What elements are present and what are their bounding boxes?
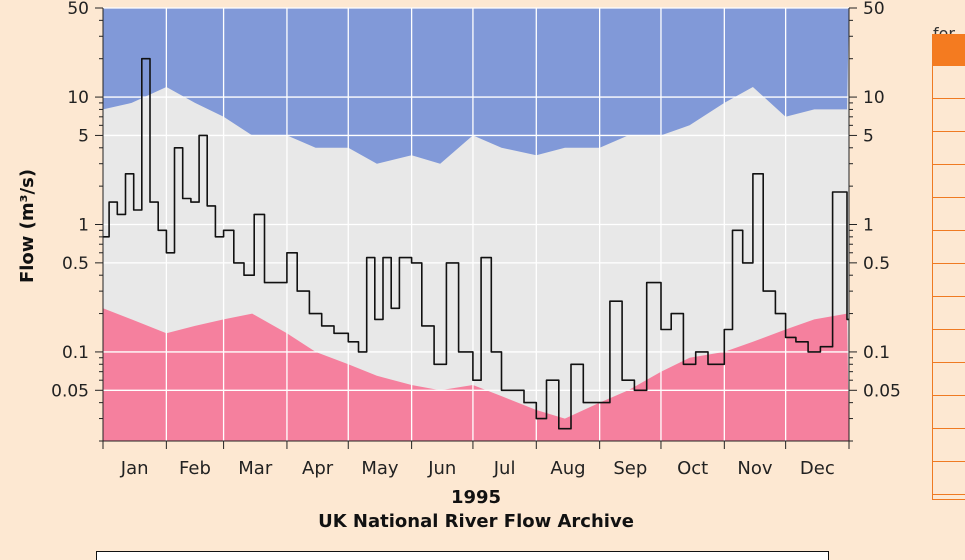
axes: 50 50 10 10 5 5 1 1 0.5 0.5 0.1 0.1 0.05 0.05 Jan Feb Ma… (51, 0, 901, 479)
min-flow-band (103, 308, 849, 441)
y-tick-label-right: 1 (863, 216, 874, 236)
side-table-row (933, 165, 965, 198)
y-tick-label-right: 0.1 (863, 343, 890, 363)
x-tick-label: Sep (613, 458, 647, 479)
y-tick-label-right: 0.05 (863, 381, 901, 401)
x-axis-title: 1995 (451, 487, 501, 508)
y-tick-label-left: 50 (67, 0, 89, 19)
side-table-row (933, 66, 965, 99)
y-tick-label-left: 1 (78, 216, 89, 236)
chart-subtitle: UK National River Flow Archive (318, 511, 634, 532)
side-table-header (933, 34, 965, 66)
side-table-row (933, 198, 965, 231)
side-table-row (933, 396, 965, 429)
side-table-row (933, 363, 965, 396)
side-table-row (933, 297, 965, 330)
side-table-row (933, 429, 965, 462)
bottom-panel (96, 551, 829, 560)
plot-area (103, 7, 849, 441)
side-table-row (933, 231, 965, 264)
y-tick-label-left: 10 (67, 88, 89, 108)
y-tick-label-left: 0.1 (62, 343, 89, 363)
side-table-row (933, 462, 965, 495)
y-tick-label-left: 0.05 (51, 381, 89, 401)
side-table-row (933, 132, 965, 165)
side-table (932, 34, 965, 500)
x-tick-label: Feb (179, 458, 211, 479)
flow-line-1995 (103, 57, 849, 430)
x-tick-label: Nov (737, 458, 772, 479)
x-tick-label: Jul (493, 458, 516, 479)
x-tick-label: May (361, 458, 399, 479)
x-tick-label: Oct (677, 458, 708, 479)
y-tick-label-right: 0.5 (863, 254, 890, 274)
side-table-row (933, 99, 965, 132)
y-tick-label-right: 10 (863, 88, 885, 108)
x-tick-label: Apr (302, 458, 334, 479)
x-tick-label: Jun (427, 458, 456, 479)
y-tick-label-right: 5 (863, 126, 874, 146)
y-tick-label-left: 5 (78, 126, 89, 146)
x-tick-label: Aug (550, 458, 585, 479)
x-tick-label: Dec (800, 458, 835, 479)
y-tick-label-left: 0.5 (62, 254, 89, 274)
max-flow-band (103, 8, 849, 164)
y-tick-label-right: 50 (863, 0, 885, 19)
x-tick-label: Mar (238, 458, 273, 479)
side-table-row (933, 264, 965, 297)
side-table-row (933, 330, 965, 363)
y-axis-title: Flow (m³/s) (17, 169, 38, 283)
x-tick-label: Jan (120, 458, 149, 479)
